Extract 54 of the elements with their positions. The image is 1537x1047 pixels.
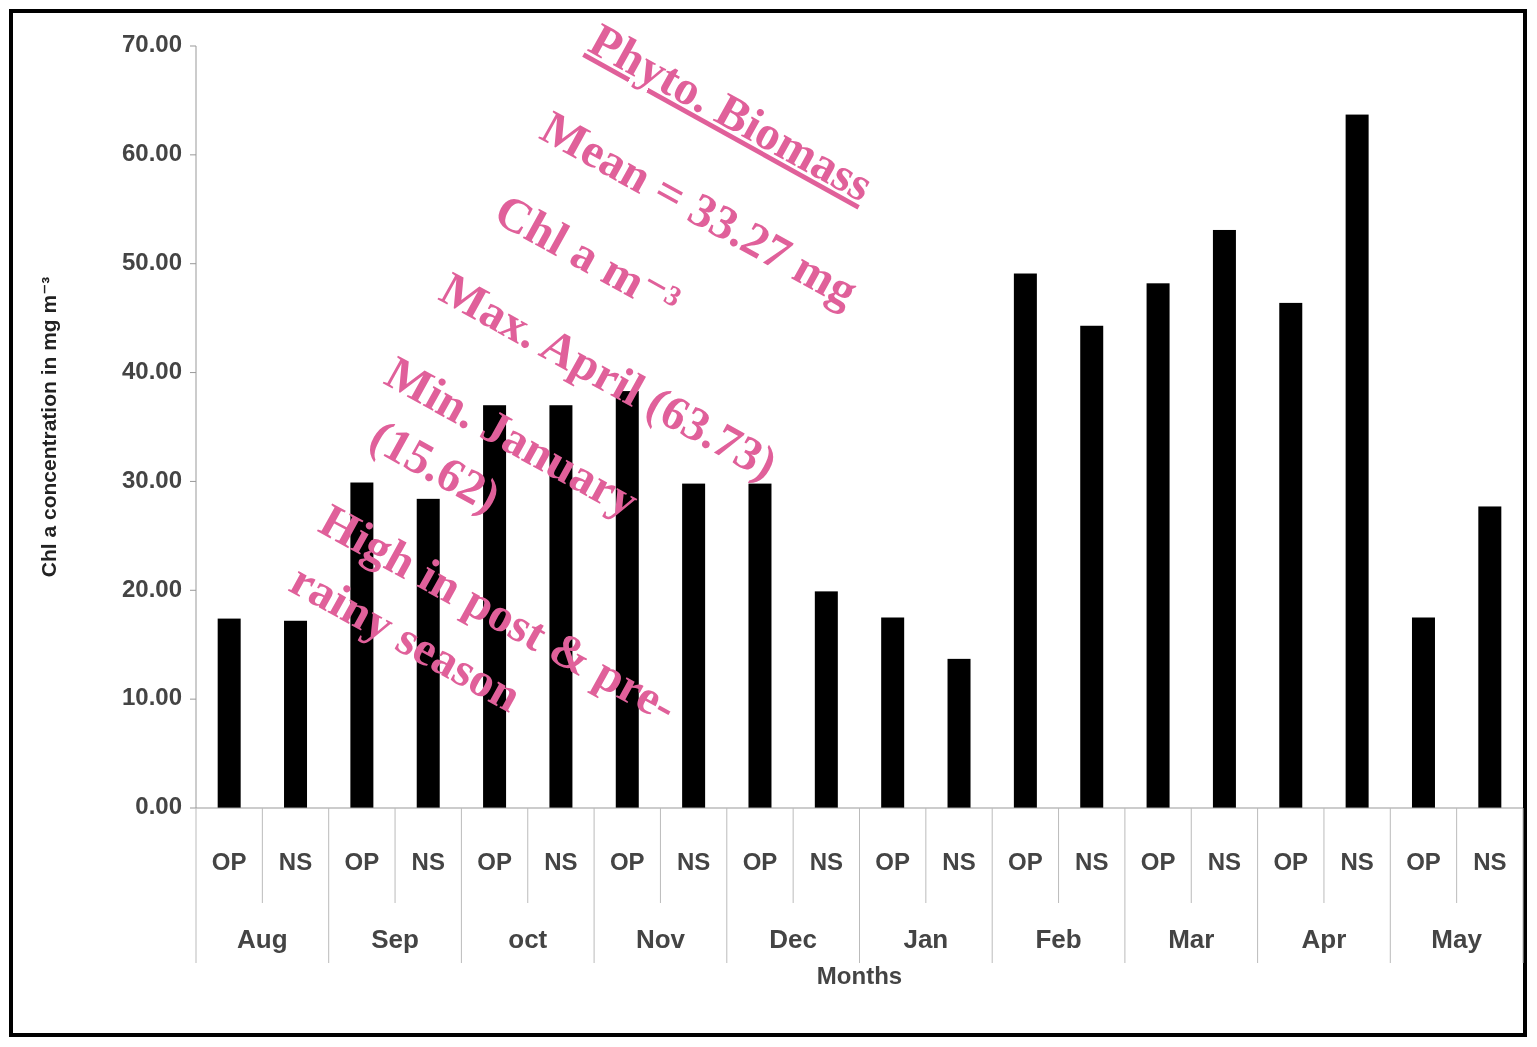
text: Feb bbox=[1035, 924, 1082, 954]
y-tick-label: 0.00 bbox=[135, 792, 182, 820]
x-tick-label: OP bbox=[211, 848, 247, 875]
x-tick-label: NS bbox=[544, 848, 578, 875]
y-tick-label: 70.00 bbox=[121, 30, 182, 58]
bar bbox=[1279, 302, 1303, 808]
text: May bbox=[1431, 924, 1483, 954]
x-tick-label: OP bbox=[1140, 848, 1176, 875]
x-tick-label: NS bbox=[809, 848, 843, 875]
x-tick-label: OP bbox=[609, 848, 645, 875]
bar bbox=[814, 591, 838, 808]
bar bbox=[1013, 273, 1037, 808]
text: Jan bbox=[903, 924, 949, 954]
text: Nov bbox=[635, 924, 686, 954]
x-tick-label: OP bbox=[1273, 848, 1309, 875]
bar bbox=[1345, 114, 1369, 808]
x-tick-label: NS bbox=[1207, 848, 1242, 875]
x-tick-label: OP bbox=[1406, 848, 1441, 875]
x-tick-label: NS bbox=[1340, 848, 1374, 875]
text: Sep bbox=[371, 924, 419, 954]
bar bbox=[1212, 229, 1236, 808]
text: Dec bbox=[769, 924, 817, 954]
bar bbox=[1080, 325, 1104, 808]
x-tick-label: OP bbox=[344, 848, 380, 875]
bar bbox=[748, 483, 772, 808]
text: Mar bbox=[1168, 924, 1215, 954]
y-axis-title: Chl a concentration in mg m⁻³ bbox=[37, 276, 60, 578]
bar bbox=[682, 483, 706, 808]
bar bbox=[217, 618, 241, 808]
bar bbox=[1478, 506, 1502, 808]
y-tick-label: 50.00 bbox=[121, 248, 182, 276]
bar bbox=[947, 658, 971, 808]
x-tick-label: NS bbox=[411, 848, 445, 875]
bar bbox=[1411, 617, 1435, 808]
x-tick-label: OP bbox=[742, 848, 778, 875]
x-tick-label: NS bbox=[1473, 848, 1507, 875]
x-tick-label: NS bbox=[1075, 848, 1109, 875]
y-tick-label: 40.00 bbox=[121, 356, 182, 384]
y-tick-label: 60.00 bbox=[121, 139, 182, 167]
text: Apr bbox=[1301, 924, 1347, 954]
text: Aug bbox=[237, 924, 288, 954]
y-tick-label: 30.00 bbox=[121, 465, 182, 493]
bar bbox=[881, 617, 905, 808]
x-tick-label: OP bbox=[477, 848, 512, 875]
x-tick-label: NS bbox=[942, 848, 976, 875]
x-tick-label: NS bbox=[278, 848, 313, 875]
y-tick-label: 10.00 bbox=[121, 683, 182, 711]
x-tick-label: NS bbox=[676, 848, 711, 875]
x-tick-label: OP bbox=[875, 848, 911, 875]
x-tick-label: OP bbox=[1008, 848, 1043, 875]
text: oct bbox=[508, 924, 548, 954]
x-axis-title: Months bbox=[816, 962, 903, 989]
y-tick-label: 20.00 bbox=[121, 574, 182, 602]
bar bbox=[1146, 283, 1170, 808]
